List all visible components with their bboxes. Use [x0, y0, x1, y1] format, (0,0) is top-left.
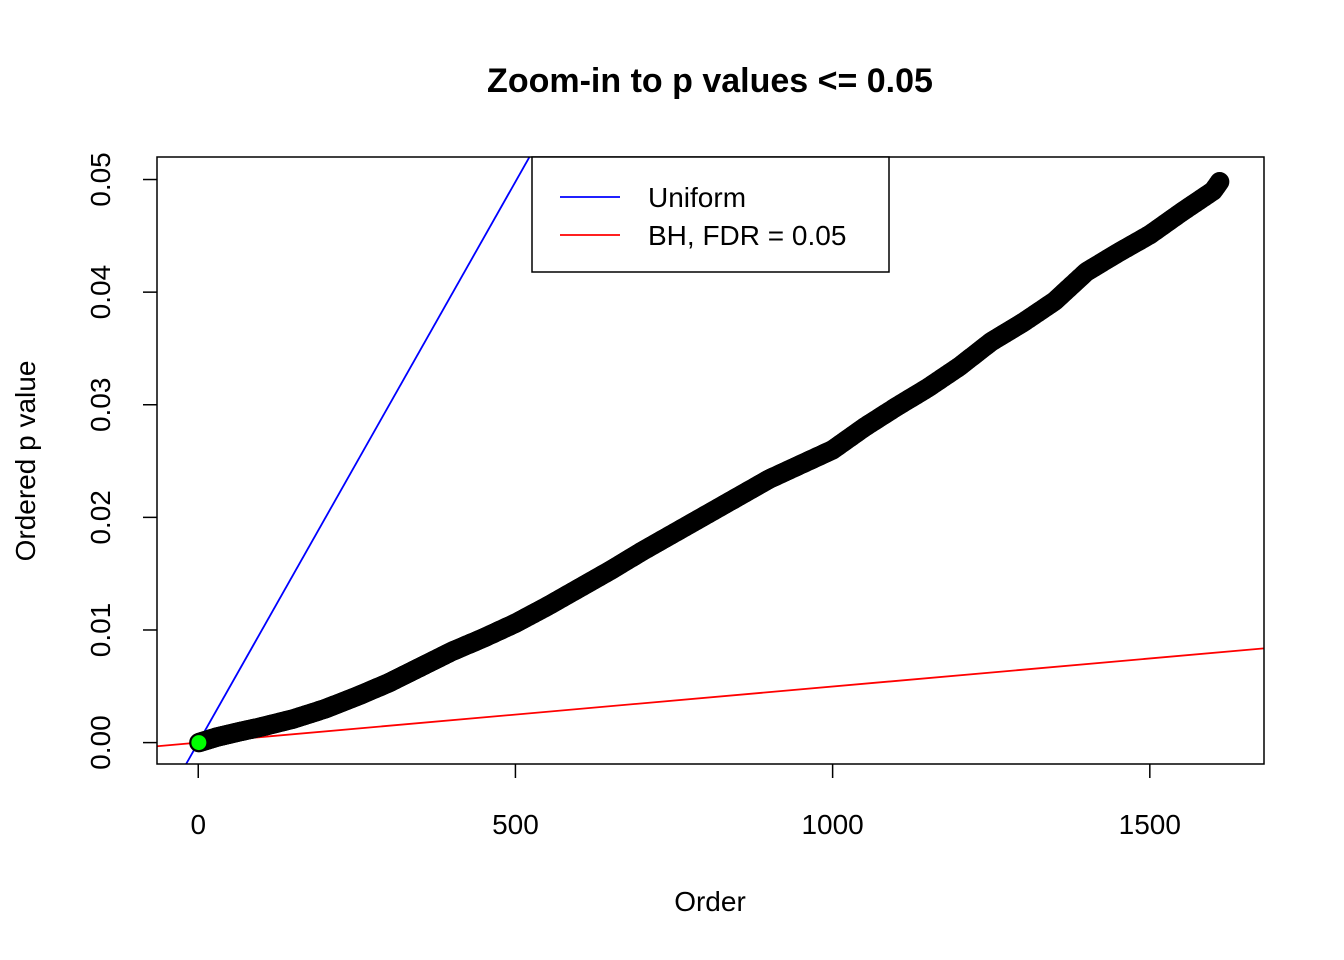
- axes: 0 500 1000 1500 0.00 0.01 0.02 0.03 0.04 0.05: [85, 152, 1181, 840]
- x-tick-label: 1000: [801, 809, 863, 840]
- data-point: [1209, 172, 1230, 192]
- x-tick-label: 1500: [1119, 809, 1181, 840]
- legend-label-bh: BH, FDR = 0.05: [648, 220, 846, 251]
- reference-line-1: [157, 647, 1264, 748]
- x-tick-label: 500: [492, 809, 539, 840]
- y-axis-title: Ordered p value: [10, 361, 41, 562]
- legend-label-uniform: Uniform: [648, 182, 746, 213]
- highlight-point: [190, 734, 208, 752]
- y-tick-label: 0.02: [85, 490, 116, 545]
- legend-box: [531, 156, 890, 273]
- y-tick-label: 0.01: [85, 603, 116, 658]
- x-axis-title: Order: [674, 886, 746, 917]
- legend: Uniform BH, FDR = 0.05: [531, 156, 890, 273]
- reference-line-0: [185, 157, 531, 764]
- chart-title: Zoom-in to p values <= 0.05: [487, 62, 933, 100]
- y-tick-label: 0.05: [85, 152, 116, 207]
- y-tick-label: 0.03: [85, 378, 116, 433]
- y-tick-label: 0.04: [85, 265, 116, 320]
- plot-area: [157, 157, 1264, 764]
- y-tick-label: 0.00: [85, 715, 116, 770]
- x-tick-label: 0: [190, 809, 206, 840]
